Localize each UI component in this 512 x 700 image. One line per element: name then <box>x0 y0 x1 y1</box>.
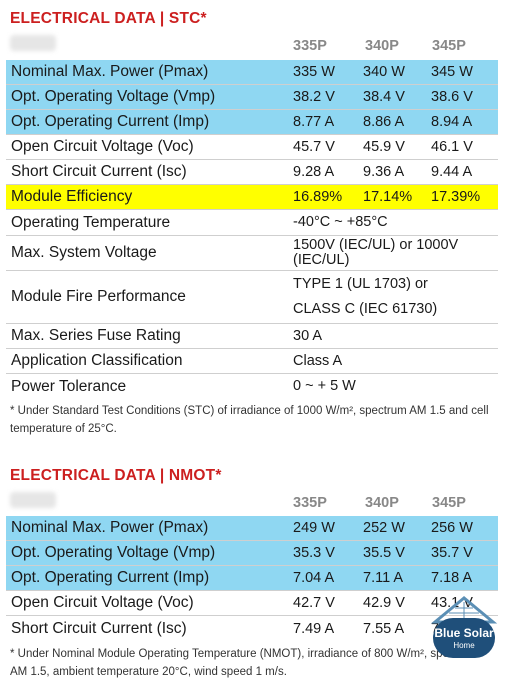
cell-340p: 8.86 A <box>363 114 405 130</box>
cell-340p: 9.36 A <box>363 164 405 180</box>
row-label: Open Circuit Voltage (Voc) <box>11 594 194 611</box>
row-label: Nominal Max. Power (Pmax) <box>11 519 209 536</box>
row-label: Application Classification <box>11 352 183 369</box>
cell-345p: 35.7 V <box>431 545 473 561</box>
cell-335p: 7.49 A <box>293 620 335 637</box>
blurred-logo <box>10 492 56 508</box>
cell-345p: 8.94 A <box>431 114 473 130</box>
stc-section-title: ELECTRICAL DATA | STC* <box>10 10 207 27</box>
cell-335p: 7.04 A <box>293 570 335 586</box>
row-value: Class A <box>293 349 342 373</box>
value-line: (IEC/UL) <box>293 252 350 268</box>
cell-340p: 252 W <box>363 520 405 536</box>
cell-345p: 9.44 A <box>431 164 473 180</box>
nmot-footnote: * Under Nominal Module Operating Tempera… <box>10 648 478 678</box>
stc-row-voc: Open Circuit Voltage (Voc) 45.7 V 45.9 V… <box>6 135 498 160</box>
nmot-row-voc: Open Circuit Voltage (Voc) 42.7 V 42.9 V… <box>6 591 498 616</box>
row-label: Module Efficiency <box>11 188 133 205</box>
blue-solar-watermark: Blue Solar Home <box>427 596 501 676</box>
spec-row-max-system-voltage: Max. System Voltage 1500V (IEC/UL) or 10… <box>6 236 498 271</box>
spec-row-application-class: Application Classification Class A <box>6 349 498 374</box>
nmot-section-title: ELECTRICAL DATA | NMOT* <box>10 467 222 484</box>
cell-335p: 45.7 V <box>293 139 335 155</box>
cell-340p: 7.55 A <box>363 620 405 637</box>
value-line: -40°C ~ +85°C <box>293 214 388 231</box>
value-line: CLASS C (IEC 61730) <box>293 301 438 317</box>
stc-row-pmax: Nominal Max. Power (Pmax) 335 W 340 W 34… <box>6 60 498 85</box>
nmot-model-345p: 345P <box>432 495 466 511</box>
value-line: TYPE 1 (UL 1703) or <box>293 275 428 292</box>
cell-345p: 345 W <box>431 64 473 80</box>
value-line: 0 ~ + 5 W <box>293 378 356 395</box>
row-label: Power Tolerance <box>11 377 127 395</box>
stc-footnote: * Under Standard Test Conditions (STC) o… <box>10 405 489 435</box>
row-value: 1500V (IEC/UL) or 1000V (IEC/UL) <box>293 236 458 270</box>
cell-340p: 35.5 V <box>363 545 405 561</box>
nmot-row-imp: Opt. Operating Current (Imp) 7.04 A 7.11… <box>6 566 498 591</box>
nmot-row-isc: Short Circuit Current (Isc) 7.49 A 7.55 … <box>6 616 498 641</box>
spec-row-power-tolerance: Power Tolerance 0 ~ + 5 W <box>6 374 498 399</box>
stc-table: Nominal Max. Power (Pmax) 335 W 340 W 34… <box>6 60 498 399</box>
cell-340p: 38.4 V <box>363 89 405 105</box>
spec-row-fire-performance: Module Fire Performance TYPE 1 (UL 1703)… <box>6 271 498 324</box>
nmot-table: Nominal Max. Power (Pmax) 249 W 252 W 25… <box>6 516 498 641</box>
value-line: Class A <box>293 352 343 369</box>
value-line: 30 A <box>293 327 323 344</box>
row-label: Max. Series Fuse Rating <box>11 327 181 344</box>
cell-345p: 38.6 V <box>431 89 473 105</box>
row-label: Opt. Operating Current (Imp) <box>11 569 210 586</box>
spec-row-operating-temperature: Operating Temperature -40°C ~ +85°C <box>6 210 498 236</box>
stc-row-imp: Opt. Operating Current (Imp) 8.77 A 8.86… <box>6 110 498 135</box>
row-label: Max. System Voltage <box>11 244 157 261</box>
value-line: 1500V (IEC/UL) or 1000V <box>293 236 459 253</box>
row-label: Opt. Operating Voltage (Vmp) <box>11 88 216 105</box>
logo-subtitle: Home <box>453 640 475 650</box>
logo-badge: Blue Solar Home <box>433 618 495 658</box>
cell-340p: 17.14% <box>363 189 413 205</box>
stc-model-335p: 335P <box>293 38 327 54</box>
stc-row-vmp: Opt. Operating Voltage (Vmp) 38.2 V 38.4… <box>6 85 498 110</box>
cell-335p: 9.28 A <box>293 164 335 180</box>
logo-name: Blue Solar <box>434 625 494 640</box>
cell-340p: 42.9 V <box>363 595 405 611</box>
cell-345p: 46.1 V <box>431 139 473 155</box>
row-value: 30 A <box>293 324 322 348</box>
row-value: 0 ~ + 5 W <box>293 374 356 399</box>
row-label: Short Circuit Current (Isc) <box>11 163 187 180</box>
cell-340p: 7.11 A <box>363 570 404 586</box>
cell-345p: 256 W <box>431 520 473 536</box>
stc-row-efficiency: Module Efficiency 16.89% 17.14% 17.39% <box>6 185 498 210</box>
row-value: -40°C ~ +85°C <box>293 210 388 235</box>
row-label: Module Fire Performance <box>11 288 186 305</box>
row-label: Opt. Operating Voltage (Vmp) <box>11 544 216 561</box>
cell-340p: 340 W <box>363 64 405 80</box>
row-label: Opt. Operating Current (Imp) <box>11 113 210 130</box>
nmot-row-vmp: Opt. Operating Voltage (Vmp) 35.3 V 35.5… <box>6 541 498 566</box>
cell-335p: 38.2 V <box>293 89 335 105</box>
blurred-logo <box>10 35 56 51</box>
cell-345p: 7.18 A <box>431 570 473 586</box>
nmot-model-335p: 335P <box>293 495 327 511</box>
row-label: Short Circuit Current (Isc) <box>11 619 187 637</box>
nmot-row-pmax: Nominal Max. Power (Pmax) 249 W 252 W 25… <box>6 516 498 541</box>
cell-335p: 16.89% <box>293 189 343 205</box>
row-value: TYPE 1 (UL 1703) or CLASS C (IEC 61730) <box>293 271 437 323</box>
cell-335p: 8.77 A <box>293 114 335 130</box>
cell-335p: 42.7 V <box>293 595 335 611</box>
cell-345p: 17.39% <box>431 189 481 205</box>
row-label: Open Circuit Voltage (Voc) <box>11 138 194 155</box>
stc-model-340p: 340P <box>365 38 399 54</box>
nmot-model-340p: 340P <box>365 495 399 511</box>
cell-335p: 35.3 V <box>293 545 335 561</box>
row-label: Operating Temperature <box>11 213 171 231</box>
cell-340p: 45.9 V <box>363 139 405 155</box>
spec-row-max-series-fuse: Max. Series Fuse Rating 30 A <box>6 324 498 349</box>
row-label: Nominal Max. Power (Pmax) <box>11 63 209 80</box>
cell-335p: 335 W <box>293 64 335 80</box>
cell-335p: 249 W <box>293 520 335 536</box>
stc-row-isc: Short Circuit Current (Isc) 9.28 A 9.36 … <box>6 160 498 185</box>
stc-model-345p: 345P <box>432 38 466 54</box>
